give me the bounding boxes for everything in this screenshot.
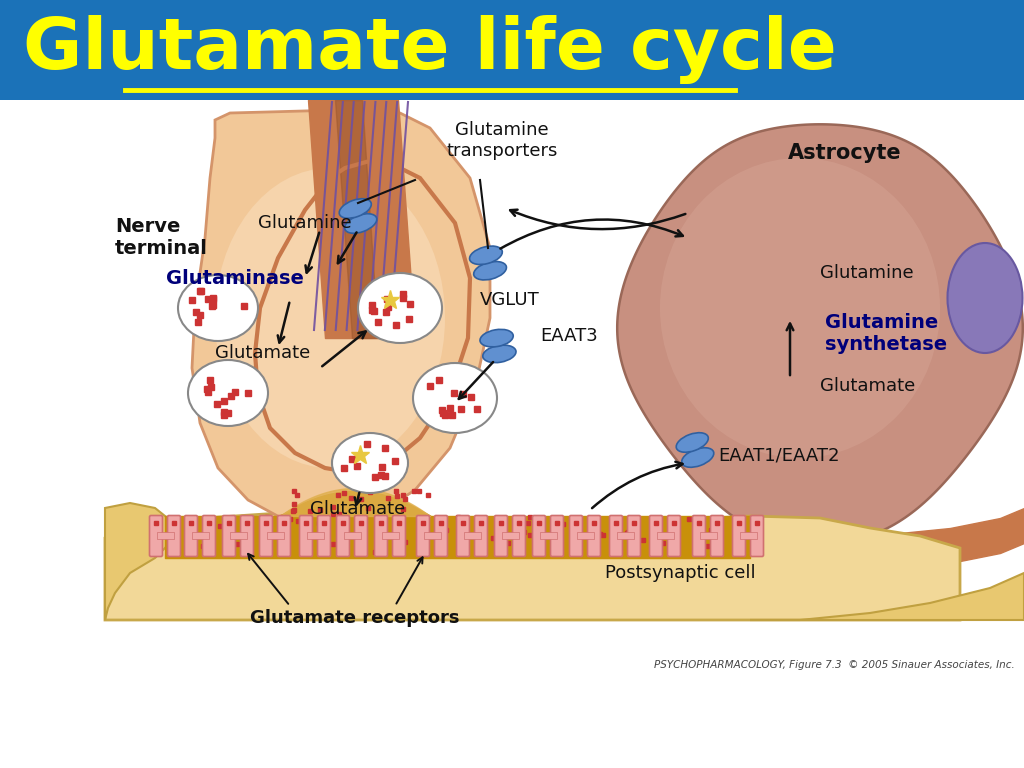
- Ellipse shape: [413, 363, 497, 433]
- FancyBboxPatch shape: [299, 515, 312, 557]
- FancyBboxPatch shape: [392, 515, 406, 557]
- Text: Glutamate: Glutamate: [310, 500, 406, 518]
- FancyBboxPatch shape: [569, 515, 583, 557]
- FancyBboxPatch shape: [668, 515, 681, 557]
- FancyBboxPatch shape: [434, 515, 447, 557]
- Text: Nerve
terminal: Nerve terminal: [115, 217, 208, 259]
- Ellipse shape: [947, 243, 1023, 353]
- FancyBboxPatch shape: [512, 515, 525, 557]
- FancyBboxPatch shape: [732, 515, 745, 557]
- FancyBboxPatch shape: [711, 515, 724, 557]
- FancyBboxPatch shape: [577, 532, 594, 539]
- FancyBboxPatch shape: [609, 515, 623, 557]
- Text: Glutamate life cycle: Glutamate life cycle: [24, 15, 837, 84]
- FancyBboxPatch shape: [617, 532, 634, 539]
- FancyBboxPatch shape: [649, 515, 663, 557]
- Text: VGLUT: VGLUT: [480, 291, 540, 309]
- Polygon shape: [105, 513, 961, 620]
- FancyBboxPatch shape: [464, 532, 481, 539]
- Text: Glutaminase: Glutaminase: [166, 269, 304, 287]
- FancyBboxPatch shape: [278, 515, 291, 557]
- Ellipse shape: [682, 448, 714, 467]
- FancyBboxPatch shape: [424, 532, 441, 539]
- FancyBboxPatch shape: [657, 532, 674, 539]
- FancyBboxPatch shape: [150, 515, 163, 557]
- FancyBboxPatch shape: [157, 532, 174, 539]
- FancyBboxPatch shape: [375, 515, 387, 557]
- FancyBboxPatch shape: [184, 515, 198, 557]
- FancyBboxPatch shape: [317, 515, 331, 557]
- FancyBboxPatch shape: [751, 515, 764, 557]
- FancyBboxPatch shape: [267, 532, 284, 539]
- Ellipse shape: [188, 360, 268, 426]
- Text: Glutamate receptors: Glutamate receptors: [250, 609, 460, 627]
- FancyBboxPatch shape: [382, 532, 399, 539]
- Ellipse shape: [676, 432, 709, 452]
- FancyBboxPatch shape: [692, 515, 706, 557]
- Ellipse shape: [178, 275, 258, 341]
- Ellipse shape: [345, 214, 377, 233]
- FancyBboxPatch shape: [628, 515, 640, 557]
- FancyBboxPatch shape: [354, 515, 368, 557]
- Bar: [0, 0, 1024, 100]
- FancyBboxPatch shape: [241, 515, 254, 557]
- Ellipse shape: [339, 199, 372, 218]
- Ellipse shape: [215, 168, 445, 468]
- FancyBboxPatch shape: [203, 515, 215, 557]
- FancyBboxPatch shape: [417, 515, 429, 557]
- FancyBboxPatch shape: [307, 532, 324, 539]
- Ellipse shape: [480, 329, 513, 347]
- Text: EAAT1/EAAT2: EAAT1/EAAT2: [718, 447, 840, 465]
- Text: Glutamate: Glutamate: [215, 344, 310, 362]
- FancyBboxPatch shape: [337, 515, 349, 557]
- FancyBboxPatch shape: [168, 515, 180, 557]
- Text: PSYCHOPHARMACOLOGY, Figure 7.3  © 2005 Sinauer Associates, Inc.: PSYCHOPHARMACOLOGY, Figure 7.3 © 2005 Si…: [654, 660, 1015, 670]
- Polygon shape: [193, 110, 490, 528]
- Ellipse shape: [358, 273, 442, 343]
- Ellipse shape: [482, 345, 516, 362]
- FancyBboxPatch shape: [222, 515, 236, 557]
- FancyBboxPatch shape: [495, 515, 508, 557]
- FancyBboxPatch shape: [344, 532, 361, 539]
- Text: EAAT3: EAAT3: [540, 327, 598, 345]
- FancyBboxPatch shape: [457, 515, 469, 557]
- FancyBboxPatch shape: [540, 532, 557, 539]
- Polygon shape: [105, 503, 175, 620]
- FancyBboxPatch shape: [588, 515, 600, 557]
- Ellipse shape: [470, 246, 503, 264]
- FancyBboxPatch shape: [193, 532, 209, 539]
- FancyBboxPatch shape: [259, 515, 272, 557]
- Polygon shape: [750, 573, 1024, 620]
- Ellipse shape: [660, 158, 940, 458]
- Text: Glutamine: Glutamine: [258, 214, 352, 232]
- Polygon shape: [617, 124, 1023, 545]
- Text: Astrocyte: Astrocyte: [788, 143, 902, 163]
- Text: Glutamate: Glutamate: [820, 377, 915, 395]
- FancyBboxPatch shape: [502, 532, 519, 539]
- Text: Glutamine
transporters: Glutamine transporters: [446, 121, 558, 160]
- Text: Postsynaptic cell: Postsynaptic cell: [605, 564, 756, 582]
- FancyBboxPatch shape: [700, 532, 717, 539]
- FancyBboxPatch shape: [474, 515, 487, 557]
- Ellipse shape: [474, 262, 507, 280]
- FancyBboxPatch shape: [740, 532, 757, 539]
- Text: Glutamine: Glutamine: [820, 264, 913, 282]
- FancyBboxPatch shape: [230, 532, 247, 539]
- Bar: [0, 100, 1024, 668]
- FancyBboxPatch shape: [551, 515, 563, 557]
- Ellipse shape: [332, 433, 408, 493]
- Text: Glutamine
synthetase: Glutamine synthetase: [825, 313, 947, 353]
- FancyBboxPatch shape: [532, 515, 546, 557]
